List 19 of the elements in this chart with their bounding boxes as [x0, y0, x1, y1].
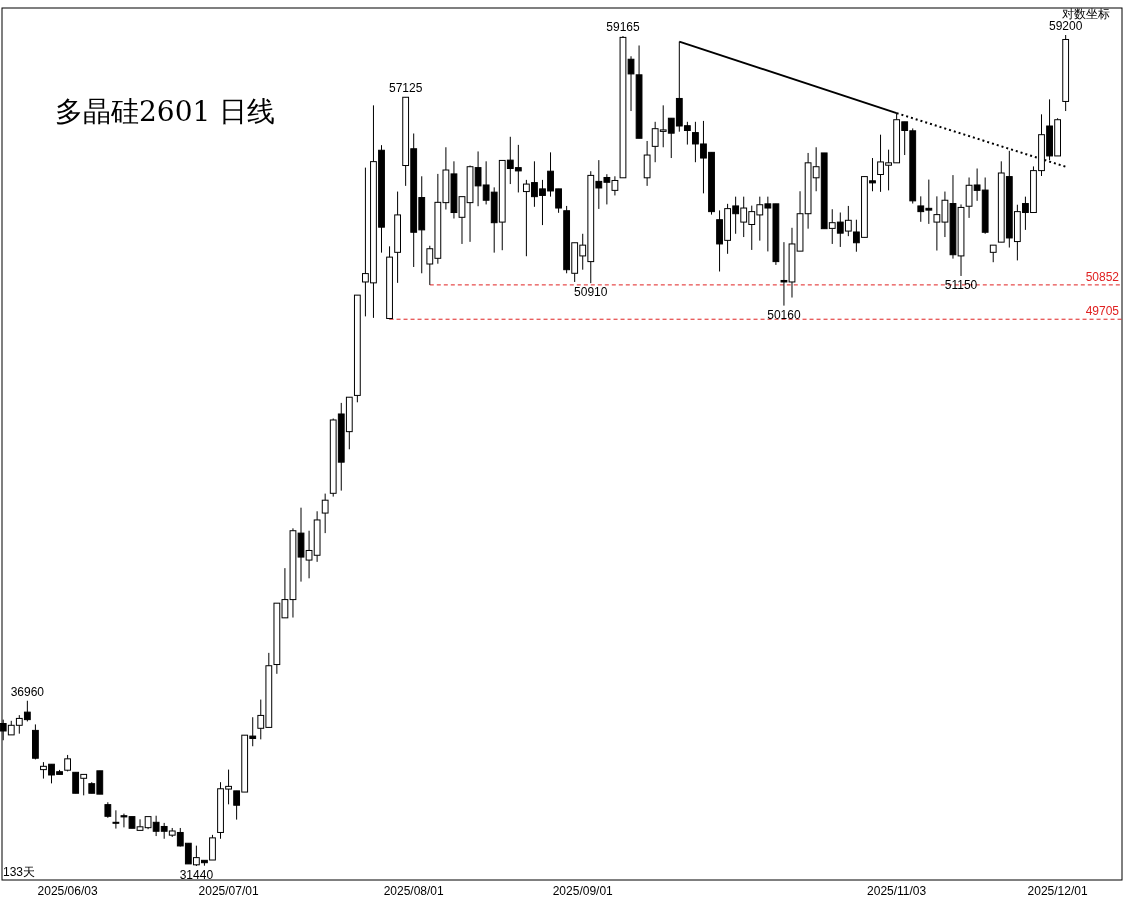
x-tick-label: 2025/07/01: [198, 884, 259, 898]
annotation: 133天: [3, 865, 36, 879]
x-tick-label: 2025/06/03: [37, 884, 98, 898]
annotation: 59165: [606, 20, 640, 35]
text: 多晶硅2601 日线: [55, 95, 276, 128]
annotation: 36960: [10, 684, 45, 699]
annotation: 59200: [1048, 19, 1083, 33]
x-tick-label: 2025/08/01: [383, 884, 445, 898]
annotation: 51150: [944, 277, 978, 292]
x-tick-label: 2025/11/03: [867, 884, 927, 898]
ref-line-label: 49705: [1085, 304, 1120, 319]
x-tick-label: 2025/12/01: [1027, 884, 1088, 898]
ref-line-label: 50852: [1085, 269, 1120, 284]
annotation: 57125: [388, 81, 423, 96]
annotation: 50910: [574, 285, 608, 300]
text: 对数坐标: [1062, 7, 1110, 21]
x-tick-label: 2025/09/01: [552, 884, 614, 898]
annotation: 50160: [767, 307, 801, 322]
annotation: 31440: [179, 868, 214, 882]
